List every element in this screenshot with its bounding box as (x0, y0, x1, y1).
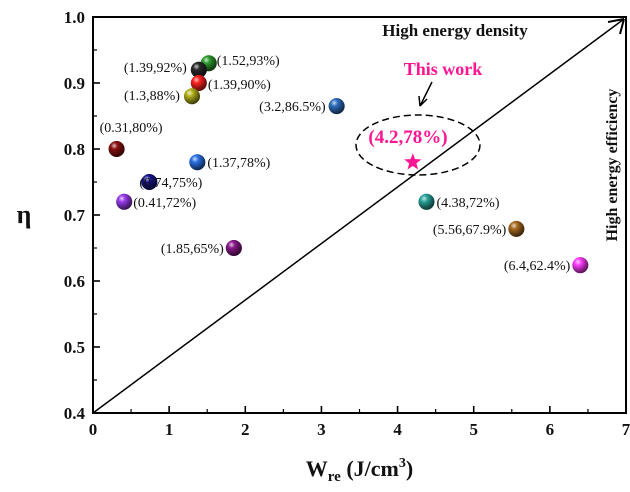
x-tick-label: 2 (241, 420, 250, 439)
x-tick-label: 0 (89, 420, 98, 439)
x-tick-label: 3 (317, 420, 326, 439)
point-label: (1.85,65%) (161, 242, 224, 257)
data-point-shading (225, 240, 242, 256)
data-point-shading (116, 193, 133, 210)
y-tick-label: 0.7 (64, 206, 86, 225)
y-tick-label: 0.5 (64, 338, 85, 357)
point-label: (1.52,93%) (217, 54, 280, 69)
point-label: (6.4,62.4%) (504, 259, 571, 274)
data-point-shading (508, 220, 525, 237)
point-label: (1.39,90%) (208, 78, 271, 93)
point-label: (1.37,78%) (207, 156, 270, 171)
data-point-shading (183, 88, 200, 105)
point-label: (3.2,86.5%) (259, 100, 326, 115)
this-work-caption: This work (404, 59, 483, 79)
y-axis-title: η (17, 200, 32, 229)
point-label: (0.31,80%) (100, 121, 163, 136)
diagonal-arrowhead (607, 18, 625, 35)
data-point-shading (189, 154, 206, 171)
x-tick-label: 4 (393, 420, 402, 439)
data-point-shading (418, 193, 435, 210)
x-tick-label: 6 (546, 420, 555, 439)
point-label: (1.3,88%) (124, 89, 180, 104)
data-point-shading (190, 75, 207, 91)
y-tick-label: 1.0 (64, 8, 85, 27)
y-tick-label: 0.6 (64, 272, 85, 291)
annotation-high-energy-density: High energy density (382, 21, 528, 40)
x-tick-label: 1 (165, 420, 174, 439)
point-label: (5.56,67.9%) (433, 223, 507, 238)
points-layer (108, 55, 589, 274)
x-tick-label: 7 (622, 420, 630, 439)
this-work-arrow (419, 81, 433, 107)
data-point-shading (141, 174, 158, 190)
data-point-shading (108, 141, 125, 157)
this-work-star (404, 153, 422, 170)
annotation-high-energy-efficiency: High energy efficiency (604, 89, 621, 242)
data-point-shading (328, 98, 345, 115)
point-label: (1.39,92%) (124, 61, 187, 76)
data-point-shading (572, 257, 589, 274)
y-tick-label: 0.9 (64, 74, 85, 93)
y-tick-label: 0.4 (64, 404, 86, 423)
point-label: (0.41,72%) (133, 196, 196, 211)
this-work-ellipse (355, 114, 481, 176)
x-axis-title: Wre (J/cm3) (306, 456, 413, 485)
point-label: (4.38,72%) (437, 196, 500, 211)
this-work-value-label: (4.2,78%) (368, 127, 447, 148)
axes: 0 1 2 3 4 5 6 7 0.4 0.5 0.6 0.7 0.8 0.9 1.0 Wre (J/cm3)… (17, 8, 630, 485)
diagonal-layer: High energy density High energy efficienc… (92, 18, 625, 414)
labels-layer: (1.52,93%) (1.39,92%) (1.39,90%) (1.3,88%) (… (100, 54, 571, 274)
data-point-shading (190, 61, 207, 78)
x-tick-label: 5 (469, 420, 478, 439)
this-work-arrowhead (418, 95, 428, 107)
diagonal-line (92, 18, 625, 414)
point-label: (0.74,75%) (139, 176, 202, 191)
y-tick-label: 0.8 (64, 140, 85, 159)
